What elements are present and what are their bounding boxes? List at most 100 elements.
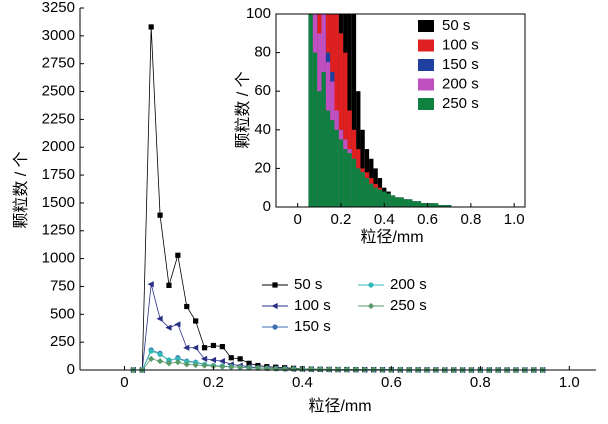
bar bbox=[395, 197, 400, 207]
marker bbox=[148, 355, 155, 362]
bar bbox=[343, 149, 348, 207]
marker bbox=[147, 281, 154, 288]
legend-label: 200 s bbox=[442, 75, 479, 92]
y-tick-label: 100 bbox=[246, 5, 271, 22]
x-tick-label: 0.4 bbox=[292, 374, 313, 391]
bar bbox=[429, 203, 435, 207]
y-tick-label: 40 bbox=[254, 121, 271, 138]
bar bbox=[403, 199, 409, 207]
series-line bbox=[133, 284, 543, 371]
marker bbox=[165, 324, 172, 331]
x-tick-label: 0.8 bbox=[460, 211, 481, 228]
marker bbox=[290, 365, 297, 373]
marker bbox=[166, 357, 172, 363]
y-tick-label: 2250 bbox=[42, 110, 75, 127]
marker bbox=[237, 356, 243, 362]
legend-swatch bbox=[418, 59, 434, 71]
marker bbox=[271, 302, 278, 310]
marker bbox=[219, 344, 225, 350]
marker bbox=[219, 363, 226, 370]
bar bbox=[408, 199, 413, 207]
x-axis-label: 粒径/mm bbox=[360, 228, 423, 246]
bar bbox=[308, 14, 313, 207]
bar bbox=[356, 168, 361, 207]
x-tick-label: 0.6 bbox=[417, 211, 438, 228]
y-tick-label: 3250 bbox=[42, 0, 75, 16]
marker bbox=[174, 359, 181, 366]
y-tick-label: 2000 bbox=[42, 138, 75, 155]
bar bbox=[364, 178, 370, 207]
marker bbox=[193, 318, 199, 324]
y-tick-label: 1000 bbox=[42, 250, 75, 267]
bar bbox=[347, 152, 352, 207]
legend-label: 100 s bbox=[442, 36, 479, 53]
x-tick-label: 0 bbox=[120, 374, 128, 391]
marker bbox=[156, 315, 163, 322]
bar bbox=[338, 33, 344, 207]
marker bbox=[334, 366, 342, 373]
x-tick-label: 0.2 bbox=[203, 374, 224, 391]
x-tick-label: 0.6 bbox=[381, 374, 402, 391]
marker bbox=[308, 366, 315, 373]
y-tick-label: 0 bbox=[263, 198, 271, 215]
marker bbox=[183, 344, 190, 351]
bar bbox=[382, 191, 387, 207]
marker bbox=[157, 351, 163, 358]
bar bbox=[438, 205, 443, 207]
marker bbox=[368, 282, 374, 288]
marker bbox=[174, 321, 181, 328]
marker bbox=[175, 252, 181, 258]
bar bbox=[442, 205, 448, 207]
marker bbox=[218, 357, 225, 365]
legend-label: 150 s bbox=[442, 56, 479, 73]
bar bbox=[330, 120, 335, 207]
marker bbox=[228, 355, 234, 361]
bar bbox=[390, 195, 396, 207]
marker bbox=[245, 364, 253, 371]
legend-swatch bbox=[418, 98, 434, 110]
bar bbox=[373, 187, 378, 207]
y-tick-label: 20 bbox=[254, 159, 271, 176]
marker bbox=[367, 302, 375, 310]
y-tick-label: 2750 bbox=[42, 55, 75, 72]
y-tick-label: 500 bbox=[50, 305, 75, 322]
bar bbox=[334, 129, 339, 207]
marker bbox=[166, 282, 172, 288]
y-axis-label: 颗粒数 / 个 bbox=[234, 71, 252, 148]
marker bbox=[210, 342, 217, 349]
bar bbox=[369, 183, 374, 207]
marker bbox=[157, 212, 163, 218]
legend-label: 50 s bbox=[294, 276, 322, 293]
bar bbox=[416, 201, 422, 207]
y-tick-label: 2500 bbox=[42, 83, 75, 100]
legend-label: 50 s bbox=[442, 17, 470, 34]
y-tick-label: 1500 bbox=[42, 194, 75, 211]
legend-label: 250 s bbox=[442, 95, 479, 112]
legend-swatch bbox=[418, 39, 434, 52]
marker bbox=[272, 282, 278, 288]
x-tick-label: 0.8 bbox=[470, 374, 491, 391]
y-tick-label: 0 bbox=[67, 361, 75, 378]
x-axis-label: 粒径/mm bbox=[308, 397, 371, 415]
legend-swatch bbox=[418, 20, 434, 32]
bar bbox=[421, 203, 426, 207]
legend-label: 100 s bbox=[294, 297, 331, 314]
y-tick-label: 80 bbox=[254, 44, 271, 61]
y-tick-label: 60 bbox=[254, 82, 271, 99]
x-tick-label: 1.0 bbox=[504, 211, 525, 228]
bar bbox=[386, 193, 391, 207]
marker bbox=[200, 355, 208, 362]
y-tick-label: 1750 bbox=[42, 166, 75, 183]
marker bbox=[272, 324, 278, 330]
bar bbox=[434, 203, 439, 207]
marker bbox=[192, 361, 199, 369]
marker bbox=[156, 357, 164, 365]
bar bbox=[351, 14, 357, 207]
legend-label: 150 s bbox=[294, 318, 331, 335]
marker bbox=[184, 303, 190, 310]
y-axis-label: 颗粒数 / 个 bbox=[12, 151, 30, 228]
marker bbox=[246, 360, 252, 366]
marker bbox=[237, 364, 244, 371]
bar bbox=[399, 197, 404, 207]
bar bbox=[360, 172, 365, 207]
